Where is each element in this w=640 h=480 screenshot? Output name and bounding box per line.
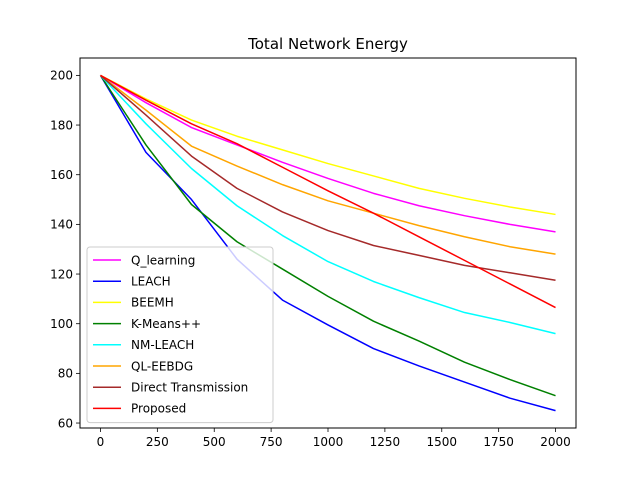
- legend-label-5: QL-EEBDG: [131, 359, 193, 373]
- y-axis: 60 80 100 120 140 160 180 200: [50, 69, 80, 430]
- y-tick-label: 200: [50, 69, 73, 83]
- y-tick-label: 180: [50, 118, 73, 132]
- legend-label-0: Q_learning: [131, 253, 195, 267]
- x-tick-label: 1000: [313, 435, 344, 449]
- series-line-3: [99, 74, 556, 397]
- legend-box: [86, 246, 274, 424]
- y-tick-label: 120: [50, 267, 73, 281]
- legend: Q_learning LEACH BEEMH K-Means++ NM-LEACH QL-…: [86, 246, 274, 424]
- series-line-5: [100, 74, 556, 255]
- y-tick-label: 80: [58, 367, 73, 381]
- y-tick-label: 60: [58, 416, 73, 430]
- series-line-0: [100, 74, 556, 233]
- legend-label-2: BEEMH: [131, 296, 174, 310]
- series-line-2: [100, 74, 556, 216]
- plot-lines: [99, 74, 556, 412]
- x-axis: 0 250 500 750 1000 1250 1500 1750 2000: [97, 428, 571, 449]
- x-tick-label: 2000: [540, 435, 571, 449]
- legend-label-3: K-Means++: [131, 317, 201, 331]
- x-tick-label: 0: [97, 435, 105, 449]
- x-tick-label: 1750: [483, 435, 514, 449]
- x-tick-label: 250: [146, 435, 169, 449]
- legend-label-4: NM-LEACH: [131, 338, 194, 352]
- x-tick-label: 750: [260, 435, 283, 449]
- legend-label-1: LEACH: [131, 275, 171, 289]
- x-tick-label: 1500: [426, 435, 457, 449]
- legend-label-6: Direct Transmission: [131, 381, 248, 395]
- legend-label-7: Proposed: [131, 402, 186, 416]
- y-tick-label: 100: [50, 317, 73, 331]
- y-tick-label: 140: [50, 218, 73, 232]
- x-tick-label: 500: [203, 435, 226, 449]
- series-line-7: [100, 74, 556, 309]
- x-tick-label: 1250: [370, 435, 401, 449]
- y-tick-label: 160: [50, 168, 73, 182]
- series-line-4: [99, 74, 556, 335]
- chart-title: Total Network Energy: [247, 35, 408, 53]
